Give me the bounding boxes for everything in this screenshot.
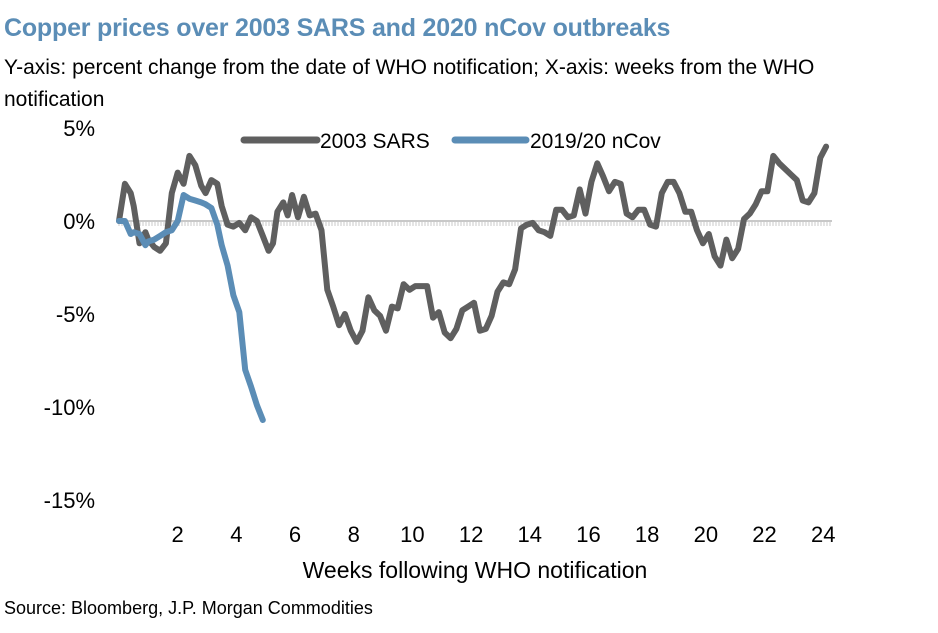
- x-tick-label: 10: [400, 522, 424, 547]
- x-axis-label: Weeks following WHO notification: [303, 557, 648, 583]
- chart-title: Copper prices over 2003 SARS and 2020 nC…: [4, 14, 671, 42]
- y-tick-label: -5%: [56, 302, 95, 327]
- x-tick-label: 2: [172, 522, 184, 547]
- y-tick-label: -15%: [44, 488, 95, 513]
- x-tick-label: 16: [576, 522, 600, 547]
- x-tick-label: 14: [518, 522, 542, 547]
- series-line-sars: [116, 143, 830, 345]
- x-tick-label: 22: [752, 522, 776, 547]
- x-tick-label: 12: [459, 522, 483, 547]
- x-tick-label: 8: [348, 522, 360, 547]
- chart-subtitle: Y-axis: percent change from the date of …: [4, 56, 815, 111]
- x-tick-label: 6: [289, 522, 301, 547]
- x-tick-label: 24: [811, 522, 835, 547]
- y-tick-label: 0%: [63, 209, 95, 234]
- x-tick-label: 4: [230, 522, 242, 547]
- x-tick-label: 18: [635, 522, 659, 547]
- y-tick-label: -10%: [44, 395, 95, 420]
- legend-label-ncov: 2019/20 nCov: [530, 130, 661, 153]
- legend-label-sars: 2003 SARS: [320, 130, 430, 153]
- legend: 2003 SARS 2019/20 nCov: [240, 130, 661, 153]
- series-lines: [116, 143, 830, 423]
- y-axis-tick-labels: 5% 0% -5% -10% -15%: [44, 116, 95, 513]
- x-tick-label: 20: [694, 522, 718, 547]
- x-axis-tick-labels: 2 4 6 8 10 12 14 16 18 20 22 24: [172, 522, 836, 547]
- y-tick-label: 5%: [63, 116, 95, 141]
- source-note: Source: Bloomberg, J.P. Morgan Commoditi…: [4, 598, 373, 618]
